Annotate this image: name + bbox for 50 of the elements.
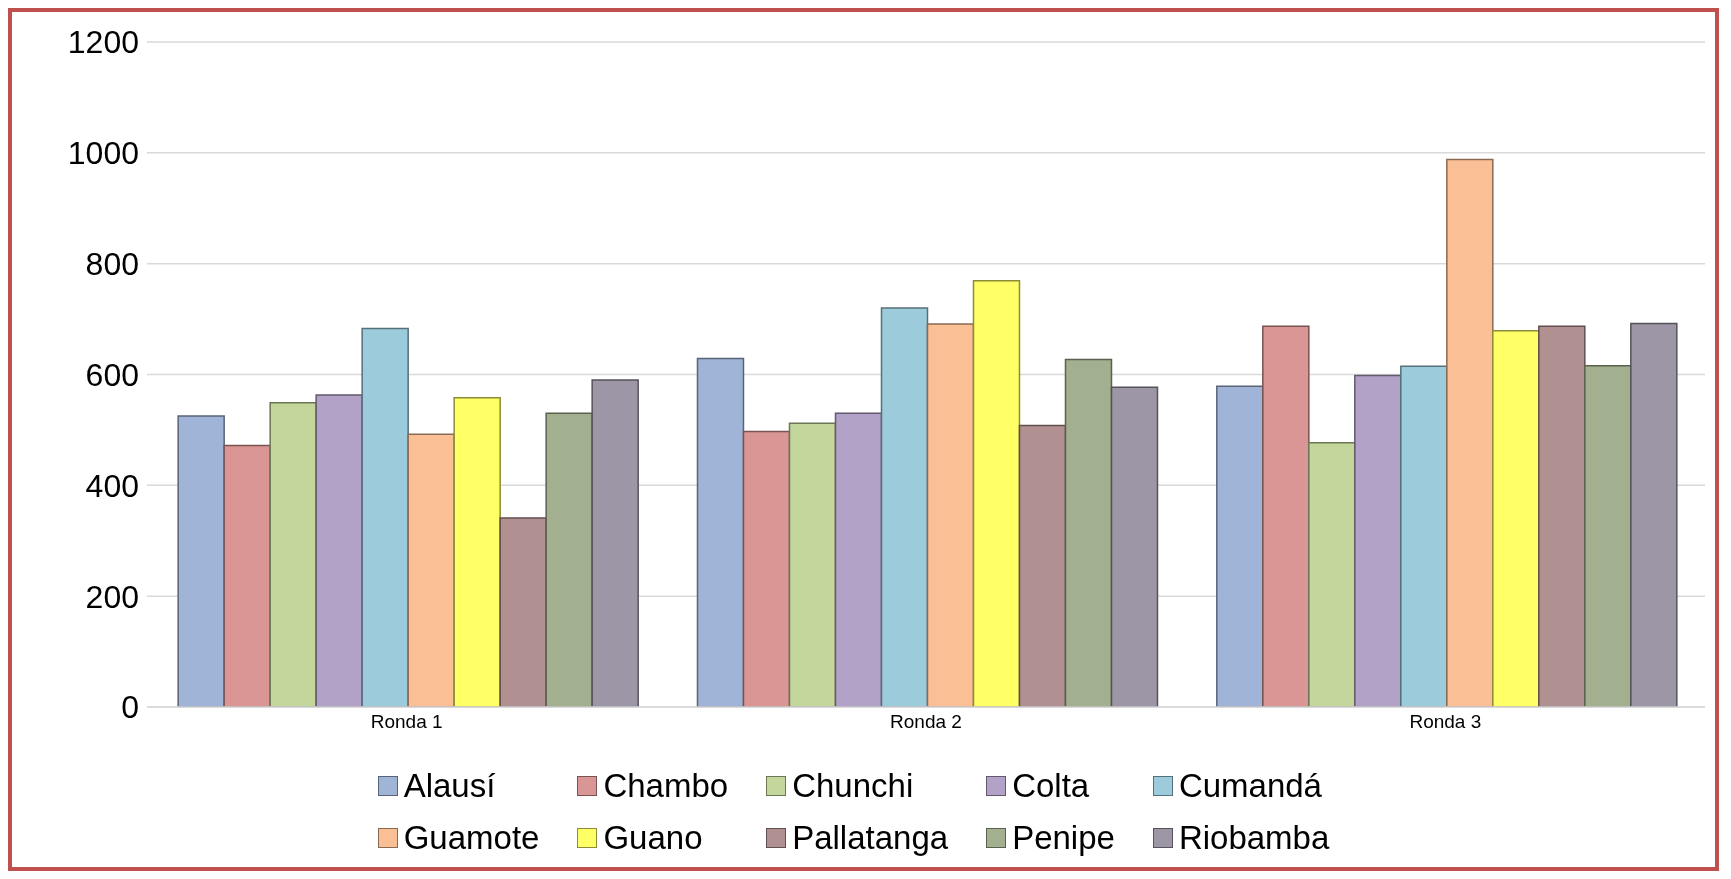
bar — [1216, 385, 1264, 707]
bar — [1584, 364, 1632, 707]
bar — [696, 357, 745, 707]
bar — [223, 444, 271, 707]
bar — [1018, 424, 1067, 707]
y-tick-label: 1200 — [67, 24, 139, 61]
x-tick-label: Ronda 1 — [370, 711, 443, 733]
x-tick-label: Ronda 3 — [1409, 711, 1482, 733]
legend-label: Guano — [603, 819, 703, 857]
bar — [269, 402, 317, 707]
bar — [1308, 441, 1356, 707]
y-tick-label: 200 — [85, 578, 139, 615]
bar — [453, 397, 501, 707]
legend-label: Colta — [1012, 767, 1090, 805]
bar — [834, 412, 883, 707]
bar — [1492, 329, 1540, 707]
legend-label: Riobamba — [1178, 819, 1330, 857]
x-tick-label: Ronda 2 — [890, 711, 962, 733]
bar — [1630, 322, 1678, 707]
bar — [1064, 358, 1113, 707]
bar — [788, 422, 837, 707]
bar — [742, 430, 791, 707]
legend-label: Guamote — [403, 819, 540, 857]
bar — [177, 415, 225, 707]
bar — [407, 433, 455, 707]
bar — [1262, 325, 1310, 707]
legend-label: Alausí — [403, 767, 496, 805]
bar — [1110, 386, 1159, 707]
y-tick-label: 1000 — [67, 135, 139, 172]
bar — [880, 307, 929, 707]
y-tick-label: 600 — [85, 356, 139, 393]
bar — [1400, 365, 1448, 707]
legend-label: Chambo — [603, 767, 729, 805]
bar — [361, 327, 409, 707]
y-tick-label: 0 — [121, 689, 139, 726]
bar — [1538, 325, 1586, 707]
bar — [545, 412, 593, 707]
legend-label: Pallatanga — [792, 819, 949, 857]
bar — [972, 280, 1021, 707]
bar — [591, 379, 639, 707]
legend-label: Penipe — [1012, 819, 1115, 857]
bar — [315, 394, 363, 707]
bar — [1446, 158, 1494, 707]
bar — [499, 517, 547, 707]
bar — [1354, 374, 1402, 707]
y-tick-label: 400 — [85, 467, 139, 504]
legend-label: Cumandá — [1178, 767, 1322, 805]
bar — [926, 323, 975, 707]
y-tick-label: 800 — [85, 246, 139, 283]
legend-label: Chunchi — [792, 767, 914, 805]
